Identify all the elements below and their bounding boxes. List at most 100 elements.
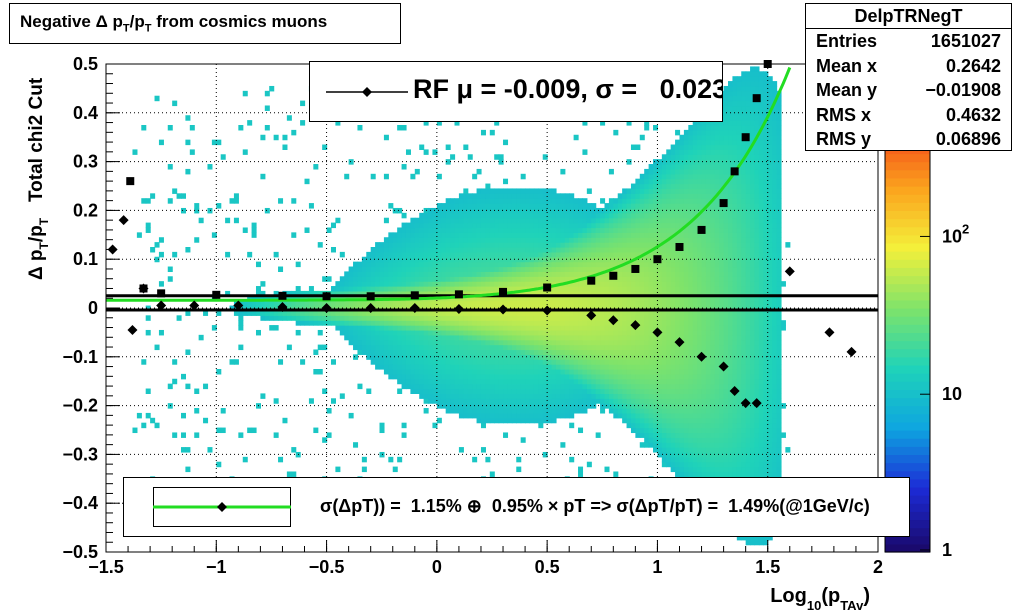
- heatmap-cell: [714, 471, 720, 477]
- heatmap-cell: [569, 256, 575, 263]
- heatmap-cell: [375, 325, 381, 331]
- heatmap-cell: [688, 417, 694, 424]
- heatmap-cell: [639, 432, 645, 438]
- heatmap-cell: [454, 276, 460, 282]
- heatmap-cell: [551, 320, 557, 326]
- heatmap-cell: [405, 242, 411, 248]
- heatmap-cell: [635, 217, 641, 224]
- heatmap-cell: [489, 334, 495, 341]
- heatmap-cell: [467, 281, 473, 287]
- heatmap-cell: [683, 359, 689, 365]
- heatmap-cell: [705, 354, 711, 360]
- heatmap-cell: [348, 310, 354, 316]
- heatmap-cell: [472, 247, 478, 253]
- heatmap-cell: [591, 203, 597, 209]
- heatmap-cell: [639, 286, 645, 292]
- heatmap-cell: [622, 315, 628, 321]
- heatmap-cell: [419, 393, 425, 399]
- heatmap-cell: [463, 256, 469, 263]
- heatmap-cell: [683, 412, 689, 419]
- heatmap-cell: [600, 286, 606, 292]
- heatmap-cell: [578, 227, 584, 233]
- heatmap-cell: [207, 447, 213, 453]
- heatmap-cell: [503, 408, 509, 414]
- heatmap-cell: [728, 471, 734, 477]
- heatmap-cell: [622, 237, 628, 243]
- heatmap-cell: [379, 315, 385, 321]
- heatmap-cell: [525, 412, 531, 419]
- heatmap-cell: [503, 320, 509, 326]
- heatmap-cell: [560, 227, 566, 233]
- heatmap-cell: [454, 383, 460, 390]
- heatmap-cell: [635, 325, 641, 331]
- heatmap-cell: [630, 354, 636, 360]
- heatmap-cell: [692, 295, 698, 302]
- heatmap-cell: [445, 217, 451, 224]
- heatmap-cell: [485, 261, 491, 268]
- heatmap-cell: [397, 388, 403, 394]
- heatmap-cell: [723, 232, 729, 238]
- heatmap-cell: [529, 364, 535, 370]
- heatmap-cell: [458, 247, 464, 253]
- heatmap-cell: [291, 198, 297, 204]
- heatmap-cell: [472, 320, 478, 326]
- heatmap-cell: [582, 266, 588, 272]
- heatmap-cell: [533, 242, 539, 248]
- heatmap-cell: [463, 339, 469, 346]
- heatmap-cell: [622, 276, 628, 282]
- heatmap-cell: [626, 227, 632, 233]
- heatmap-cell: [533, 266, 539, 272]
- heatmap-cell: [688, 276, 694, 282]
- heatmap-cell: [564, 378, 570, 385]
- heatmap-cell: [688, 300, 694, 307]
- heatmap-cell: [304, 227, 310, 233]
- heatmap-cell: [339, 286, 345, 292]
- heatmap-cell: [388, 310, 394, 316]
- heatmap-cell: [322, 144, 328, 150]
- heatmap-cell: [564, 232, 570, 238]
- heatmap-cell: [736, 100, 742, 107]
- heatmap-cell: [458, 329, 464, 336]
- heatmap-cell: [538, 359, 544, 365]
- heatmap-cell: [533, 378, 539, 385]
- heatmap-cell: [463, 378, 469, 385]
- heatmap-cell: [679, 134, 685, 141]
- heatmap-cell: [675, 378, 681, 385]
- heatmap-cell: [507, 212, 513, 219]
- heatmap-cell: [613, 471, 619, 477]
- heatmap-cell: [383, 364, 389, 370]
- heatmap-cell: [414, 251, 420, 258]
- heatmap-cell: [529, 198, 535, 204]
- heatmap-cell: [675, 447, 681, 453]
- heatmap-cell: [622, 417, 628, 424]
- heatmap-cell: [476, 349, 482, 355]
- heatmap-cell: [569, 232, 575, 238]
- heatmap-cell: [639, 412, 645, 419]
- heatmap-cell: [723, 212, 729, 219]
- heatmap-cell: [666, 256, 672, 263]
- heatmap-cell: [533, 222, 539, 229]
- heatmap-cell: [480, 388, 486, 394]
- heatmap-cell: [476, 290, 482, 297]
- heatmap-cell: [705, 261, 711, 268]
- heatmap-cell: [648, 193, 654, 199]
- heatmap-cell: [578, 286, 584, 292]
- heatmap-cell: [675, 364, 681, 370]
- heatmap-cell: [551, 359, 557, 365]
- heatmap-cell: [719, 408, 725, 414]
- heatmap-cell: [701, 456, 707, 463]
- heatmap-cell: [657, 159, 663, 165]
- heatmap-cell: [313, 305, 319, 312]
- heatmap-cell: [428, 300, 434, 307]
- heatmap-cell: [617, 320, 623, 326]
- heatmap-cell: [533, 193, 539, 199]
- heatmap-cell: [714, 447, 720, 453]
- heatmap-cell: [608, 232, 614, 238]
- heatmap-cell: [675, 461, 681, 468]
- heatmap-cell: [511, 393, 517, 399]
- heatmap-cell: [520, 383, 526, 390]
- heatmap-cell: [260, 310, 266, 316]
- heatmap-cell: [714, 198, 720, 204]
- heatmap-cell: [657, 364, 663, 370]
- heatmap-cell: [670, 339, 676, 346]
